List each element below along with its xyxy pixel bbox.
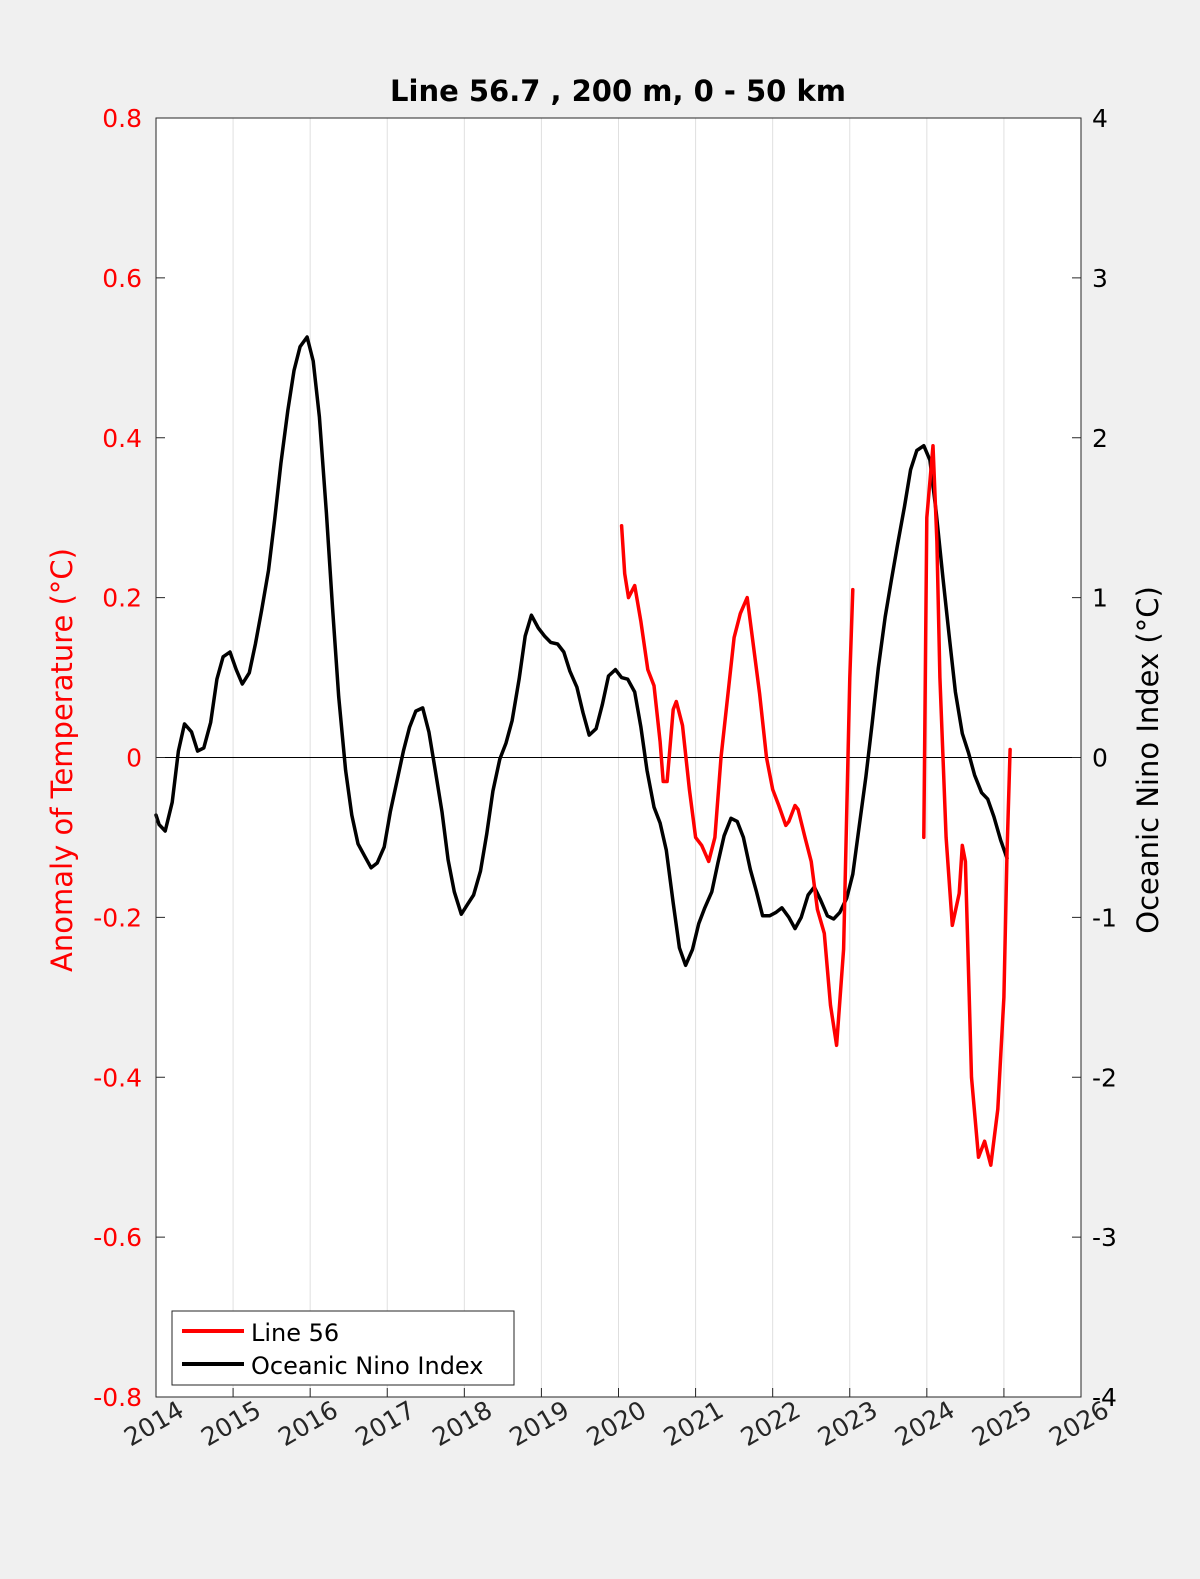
y-tick-label-right: -2 [1092, 1063, 1117, 1092]
series-layer [154, 335, 1012, 1167]
legend-label-oni: Oceanic Nino Index [251, 1352, 483, 1380]
y-tick-label-left: -0.4 [93, 1063, 142, 1092]
y-tick-label-left: -0.8 [93, 1383, 142, 1412]
y-tick-label-left: 0.6 [102, 264, 142, 293]
y-tick-label-left: 0.4 [102, 424, 142, 453]
legend: Line 56 Oceanic Nino Index [171, 1310, 515, 1386]
y-tick-label-left: 0 [126, 744, 142, 773]
chart-title: Line 56.7 , 200 m, 0 - 50 km [390, 74, 846, 108]
y-tick-label-right: 2 [1092, 424, 1108, 453]
series-line-oni [154, 335, 1009, 968]
legend-box [171, 1310, 515, 1386]
y-tick-label-right: 0 [1092, 744, 1108, 773]
legend-label-line-56: Line 56 [251, 1319, 339, 1347]
y-tick-label-left: 0.2 [102, 584, 142, 613]
series-line-56-segment-1 [619, 523, 855, 1048]
y-tick-label-left: -0.6 [93, 1223, 142, 1252]
y-tick-label-right: -4 [1092, 1383, 1117, 1412]
y-tick-label-right: -1 [1092, 903, 1117, 932]
y-tick-label-right: 1 [1092, 584, 1108, 613]
y-tick-label-right: 3 [1092, 264, 1108, 293]
y-axis-label-left: Anomaly of Temperature (°C) [45, 548, 79, 972]
y-tick-label-left: -0.2 [93, 903, 142, 932]
y-tick-label-right: -3 [1092, 1223, 1117, 1252]
y-tick-label-left: 0.8 [102, 104, 142, 133]
series-line-56-segment-2 [922, 443, 1012, 1167]
y-axis-label-right: Oceanic Nino Index (°C) [1131, 586, 1165, 934]
y-tick-label-right: 4 [1092, 104, 1108, 133]
